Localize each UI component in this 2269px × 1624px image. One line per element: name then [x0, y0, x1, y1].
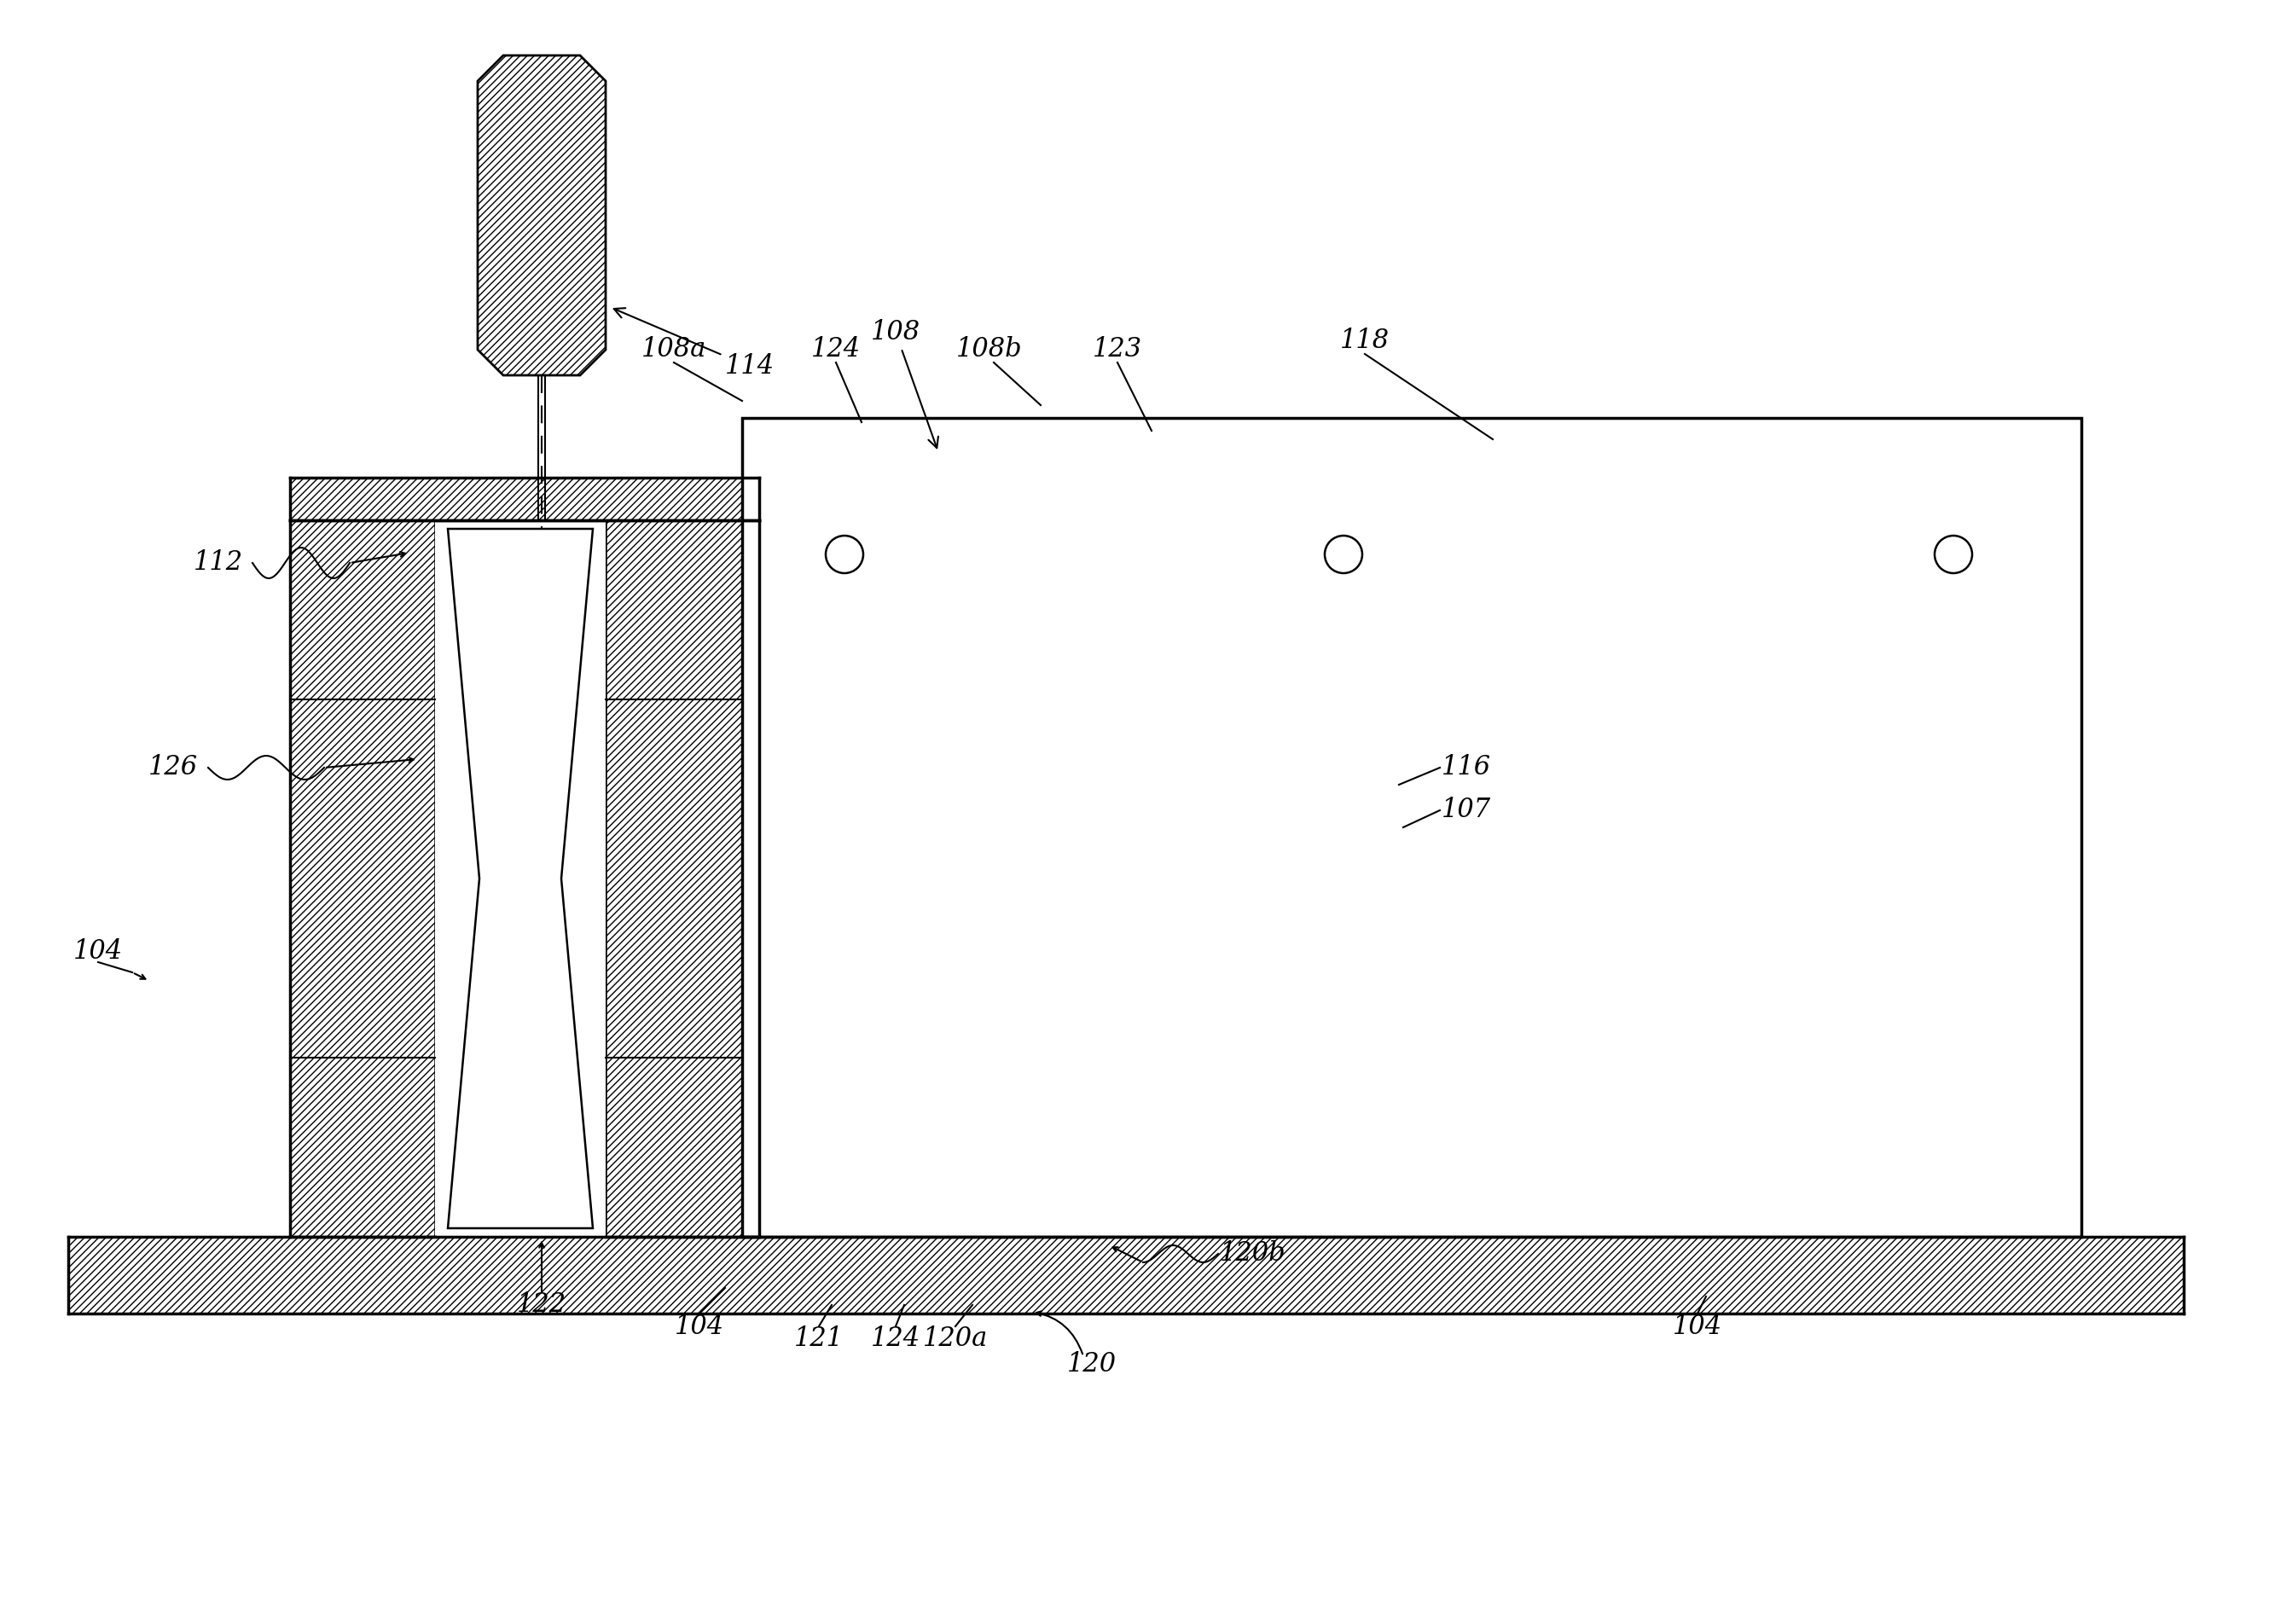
Bar [908, 551, 1003, 588]
Bar [436, 520, 606, 1237]
Bar [1979, 529, 2081, 1160]
Bar [840, 551, 908, 1138]
Text: 112: 112 [193, 549, 243, 577]
Text: 118: 118 [1341, 328, 1389, 354]
Text: 108a: 108a [642, 336, 706, 362]
Polygon shape [479, 55, 606, 375]
Bar [819, 1220, 853, 1237]
Text: 108b: 108b [955, 336, 1023, 362]
Text: 104: 104 [674, 1314, 724, 1340]
Text: 116: 116 [1441, 755, 1491, 781]
Text: 120a: 120a [923, 1325, 987, 1353]
Bar [606, 520, 760, 1237]
Text: 123: 123 [1094, 336, 1141, 362]
Bar [917, 598, 1881, 1062]
Polygon shape [955, 1192, 1570, 1237]
Text: 114: 114 [615, 309, 774, 380]
Text: 104: 104 [73, 937, 123, 965]
Bar [840, 551, 1958, 1138]
Text: 121: 121 [794, 1325, 844, 1353]
Circle shape [826, 536, 862, 573]
Bar [1570, 1218, 1997, 1237]
Text: 108: 108 [871, 320, 939, 448]
Bar [290, 477, 760, 520]
Text: 120b: 120b [1221, 1241, 1287, 1267]
Circle shape [1935, 536, 1972, 573]
Text: 107: 107 [1441, 797, 1491, 823]
Bar [290, 520, 436, 1237]
Text: 124: 124 [871, 1325, 921, 1353]
Bar [1003, 551, 1890, 588]
Bar [819, 1218, 955, 1237]
Text: 124: 124 [810, 336, 860, 362]
Polygon shape [447, 529, 592, 1228]
Text: 120: 120 [1066, 1351, 1116, 1377]
Bar [819, 529, 1979, 1160]
Bar [1890, 551, 1958, 1138]
Circle shape [1325, 536, 1361, 573]
Bar [68, 1237, 2183, 1314]
Text: 126: 126 [147, 755, 197, 781]
Bar [742, 417, 2081, 1237]
Text: 122: 122 [517, 1291, 567, 1319]
Text: 104: 104 [1672, 1314, 1722, 1340]
Bar [908, 588, 1890, 1070]
Bar [742, 417, 2081, 529]
Bar [908, 1070, 1890, 1138]
Bar [742, 1160, 2081, 1237]
Bar [742, 529, 819, 1160]
